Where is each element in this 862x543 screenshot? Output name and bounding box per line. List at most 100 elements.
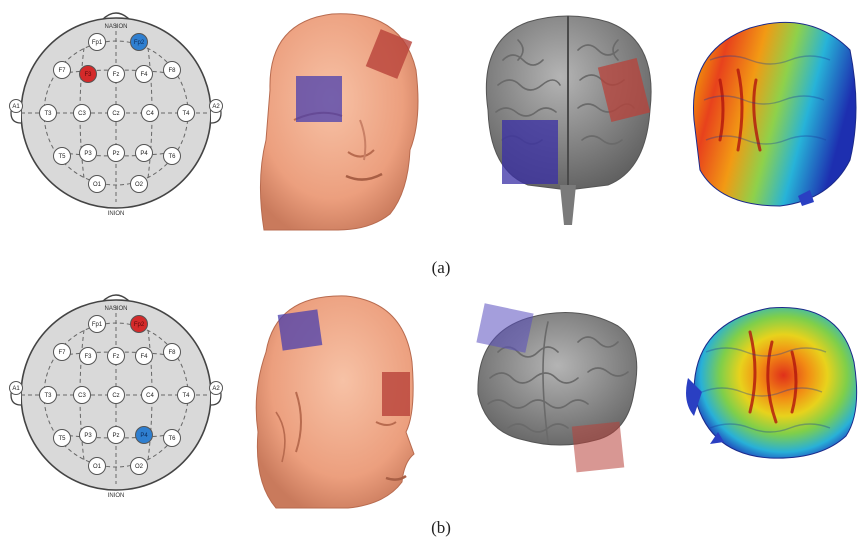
electrode-fp2 (130, 315, 148, 333)
electrode-label-p3: P3 (84, 151, 92, 157)
electrode-label-fp1: Fp1 (92, 40, 103, 46)
current-density-map-a (692, 21, 857, 207)
electrode-c4 (141, 386, 159, 404)
electrode-cz (107, 386, 125, 404)
electrode-label-f3: F3 (84, 354, 92, 360)
electrode-t4 (177, 104, 195, 122)
electrode-patch-red (597, 57, 651, 123)
electrode-p4 (135, 426, 153, 444)
electrode-label-cz: Cz (112, 111, 119, 117)
brain-model-posterior (485, 15, 652, 225)
head-model-oblique (255, 295, 415, 509)
electrode-label-p3: P3 (84, 433, 92, 439)
electrode-label-pz: Pz (112, 151, 119, 157)
electrode-p3 (79, 426, 97, 444)
electrode-f4 (135, 347, 153, 365)
electrode-label-fp1: Fp1 (92, 322, 103, 328)
electrode-group: Fp1 Fp2 F7 F3 Fz F4 F8 A1 T3 C3 Cz C4 T4 A2 T5 P3 Pz P4 T6… (9, 33, 223, 193)
eeg-montage-diagram-a: NASION INION Fp1 Fp2 F7 F3 Fz F4 F8 A1 T3 C3 Cz C4 T… (9, 12, 223, 217)
electrode-label-a2: A2 (212, 386, 220, 392)
head-model-frontal (259, 13, 419, 231)
electrode-t3 (39, 104, 57, 122)
electrode-label-t4: T4 (182, 393, 190, 399)
electrode-label-o1: O1 (93, 182, 102, 188)
electrode-label-f4: F4 (140, 72, 148, 78)
electrode-label-t5: T5 (58, 154, 66, 160)
electrode-label-o1: O1 (93, 464, 102, 470)
electrode-patch-blue (476, 303, 534, 353)
electrode-pz (107, 144, 125, 162)
row-a: NASION INION Fp1 Fp2 F7 F3 Fz F4 F8 A1 T3 C3 Cz C4 T… (0, 0, 862, 235)
electrode-t3 (39, 386, 57, 404)
inion-label: INION (108, 493, 125, 499)
electrode-patch-blue (296, 76, 342, 122)
electrode-label-t3: T3 (44, 111, 52, 117)
electrode-f3 (79, 347, 97, 365)
electrode-t4 (177, 386, 195, 404)
electrode-label-t3: T3 (44, 393, 52, 399)
electrode-pz (107, 426, 125, 444)
electrode-label-pz: Pz (112, 433, 119, 439)
eeg-montage-diagram-b: NASION INION Fp1 Fp2 F7 F3 Fz F4 F8 A1 T3 C3 Cz C4 T… (9, 294, 223, 499)
electrode-f7 (53, 343, 71, 361)
electrode-patch-blue (277, 309, 323, 351)
electrode-label-o2: O2 (135, 182, 144, 188)
electrode-p3 (79, 144, 97, 162)
electrode-label-c4: C4 (146, 111, 154, 117)
electrode-o2 (130, 175, 148, 193)
electrode-c3 (73, 386, 91, 404)
electrode-o2 (130, 457, 148, 475)
electrode-patch-red (365, 29, 413, 79)
row-b: NASION INION Fp1 Fp2 F7 F3 Fz F4 F8 A1 T3 C3 Cz C4 T… (0, 282, 862, 517)
electrode-fz (107, 65, 125, 83)
electrode-label-t6: T6 (168, 436, 176, 442)
electrode-group: Fp1 Fp2 F7 F3 Fz F4 F8 A1 T3 C3 Cz C4 T4 A2 T5 P3 Pz P4 T6… (9, 315, 223, 475)
electrode-patch-red (382, 372, 410, 416)
electrode-o1 (88, 175, 106, 193)
electrode-label-f3: F3 (84, 72, 92, 78)
electrode-patch-red (571, 421, 625, 473)
electrode-a1 (9, 99, 23, 113)
electrode-label-t6: T6 (168, 154, 176, 160)
inion-label: INION (108, 211, 125, 217)
electrode-fp2 (130, 33, 148, 51)
electrode-fp1 (88, 315, 106, 333)
electrode-f4 (135, 65, 153, 83)
electrode-c3 (73, 104, 91, 122)
electrode-label-c3: C3 (78, 393, 86, 399)
electrode-f8 (163, 343, 181, 361)
electrode-label-a1: A1 (12, 104, 20, 110)
current-density-map-b (686, 306, 858, 459)
electrode-t6 (163, 429, 181, 447)
electrode-label-fp2: Fp2 (134, 322, 145, 328)
electrode-label-p4: P4 (140, 433, 148, 439)
electrode-label-fz: Fz (113, 354, 120, 360)
caption-a: (a) (431, 258, 451, 277)
electrode-p4 (135, 144, 153, 162)
electrode-label-f7: F7 (58, 350, 66, 356)
electrode-f7 (53, 61, 71, 79)
electrode-label-t5: T5 (58, 436, 66, 442)
electrode-label-t4: T4 (182, 111, 190, 117)
electrode-a2 (209, 381, 223, 395)
electrode-a2 (209, 99, 223, 113)
electrode-t5 (53, 429, 71, 447)
electrode-label-c4: C4 (146, 393, 154, 399)
electrode-label-f4: F4 (140, 354, 148, 360)
brain-model-oblique (476, 303, 638, 473)
electrode-patch-blue (502, 120, 558, 184)
nasion-label: NASION (104, 306, 127, 312)
electrode-c4 (141, 104, 159, 122)
electrode-f8 (163, 61, 181, 79)
electrode-fp1 (88, 33, 106, 51)
electrode-label-f8: F8 (168, 68, 176, 74)
electrode-label-f8: F8 (168, 350, 176, 356)
electrode-cz (107, 104, 125, 122)
electrode-label-fz: Fz (113, 72, 120, 78)
electrode-label-fp2: Fp2 (134, 40, 145, 46)
electrode-o1 (88, 457, 106, 475)
electrode-label-p4: P4 (140, 151, 148, 157)
electrode-t5 (53, 147, 71, 165)
electrode-label-c3: C3 (78, 111, 86, 117)
electrode-label-o2: O2 (135, 464, 144, 470)
